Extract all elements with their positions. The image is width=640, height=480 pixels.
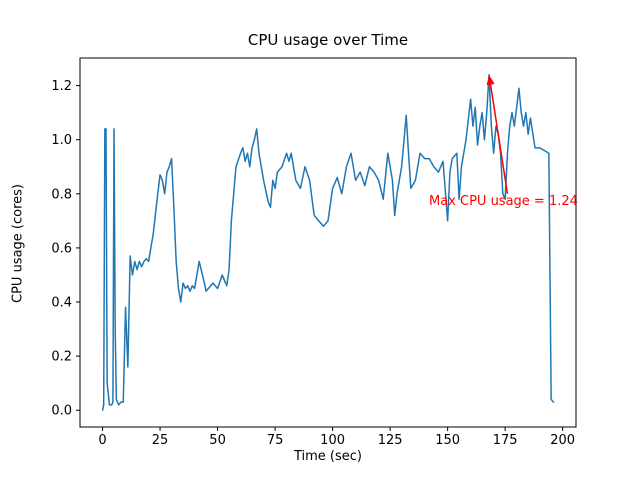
x-axis-label: Time (sec) — [293, 449, 362, 464]
y-tick-label: 0.4 — [51, 296, 72, 311]
y-tick-label: 1.2 — [51, 79, 72, 94]
chart-title: CPU usage over Time — [247, 31, 409, 49]
x-tick-label: 200 — [550, 433, 575, 448]
x-tick-label: 175 — [493, 433, 518, 448]
y-axis-label: CPU usage (cores) — [10, 184, 26, 303]
x-tick-label: 0 — [98, 433, 106, 448]
axes-spines — [79, 57, 577, 428]
x-tick-label: 100 — [320, 433, 345, 448]
x-tick-label: 25 — [152, 433, 169, 448]
x-tick-label: 75 — [267, 433, 284, 448]
y-tick-label: 0.6 — [51, 241, 72, 256]
plot-line-cpu-usage — [101, 74, 555, 411]
x-tick-label: 50 — [209, 433, 226, 448]
y-tick-label: 0.8 — [51, 187, 72, 202]
y-tick-label: 0.0 — [51, 404, 72, 419]
annotation-arrow-head — [486, 74, 495, 86]
x-tick-label: 150 — [435, 433, 460, 448]
x-tick-label: 125 — [378, 433, 403, 448]
max-cpu-annotation: Max CPU usage = 1.24 — [429, 194, 578, 209]
y-tick-label: 1.0 — [51, 133, 72, 148]
y-tick-label: 0.2 — [51, 350, 72, 365]
annotation-arrow-shaft — [489, 84, 509, 194]
